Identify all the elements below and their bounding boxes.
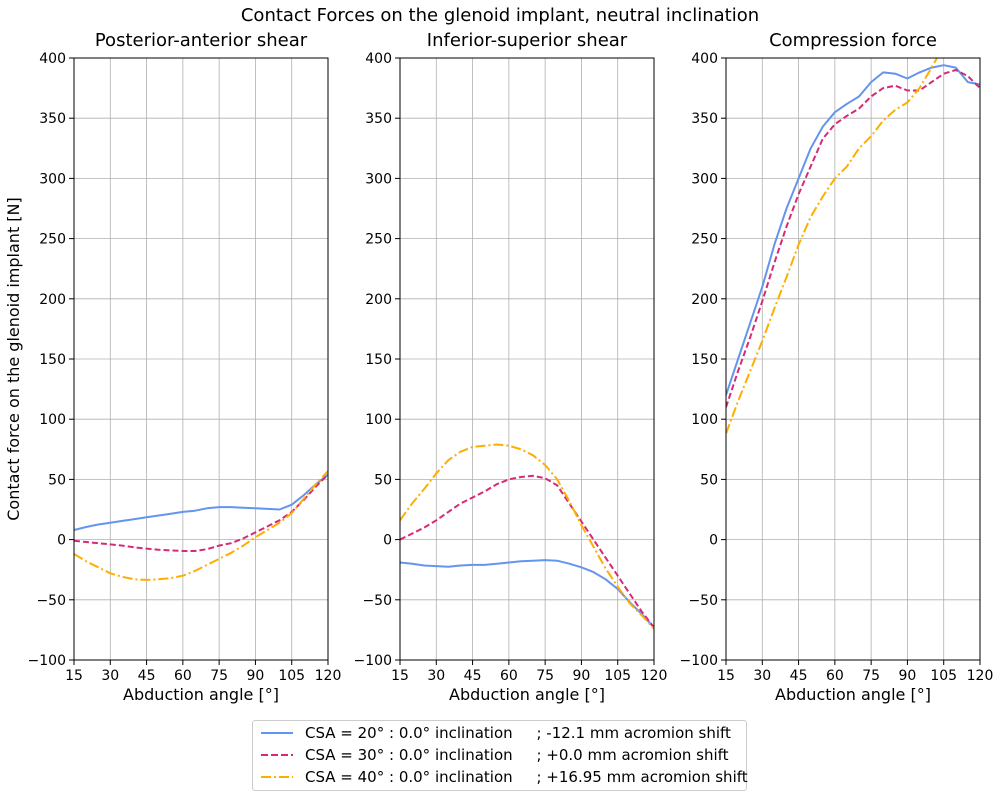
series-line-csa40 bbox=[726, 58, 939, 434]
y-tick-label: 150 bbox=[365, 352, 392, 368]
y-tick-label: 250 bbox=[39, 232, 66, 248]
x-tick-label: 90 bbox=[573, 668, 591, 684]
x-tick-label: 60 bbox=[500, 668, 518, 684]
x-axis-label: Abduction angle [°] bbox=[449, 685, 605, 704]
subplot-3: 15 30 45 60 75 90 105 120 −100 −50 0 50 100 150 200 250… bbox=[680, 30, 994, 704]
series-line-csa40 bbox=[400, 443, 654, 630]
y-tick-label: 350 bbox=[691, 111, 718, 127]
x-axis-label: Abduction angle [°] bbox=[123, 685, 279, 704]
series-line-csa30 bbox=[400, 474, 654, 629]
legend-line-icon bbox=[261, 754, 293, 756]
x-tick-label: 90 bbox=[247, 668, 265, 684]
y-tick-label: 400 bbox=[691, 51, 718, 67]
series-line-csa20 bbox=[74, 473, 328, 531]
series-line-csa30 bbox=[726, 69, 980, 408]
y-tick-label: −50 bbox=[688, 593, 718, 609]
x-tick-label: 75 bbox=[536, 668, 554, 684]
y-axis-label: Contact force on the glenoid implant [N] bbox=[4, 197, 23, 521]
y-tick-label: 100 bbox=[691, 412, 718, 428]
y-tick-label: 350 bbox=[39, 111, 66, 127]
y-tick-label: 50 bbox=[48, 472, 66, 488]
x-tick-label: 30 bbox=[427, 668, 445, 684]
legend-label: CSA = 40° : 0.0° inclination ; +16.95 mm… bbox=[305, 768, 748, 786]
x-tick-label: 15 bbox=[391, 668, 409, 684]
x-tick-label: 120 bbox=[967, 668, 994, 684]
y-tick-label: 50 bbox=[700, 472, 718, 488]
x-tick-label: 120 bbox=[315, 668, 342, 684]
x-tick-label: 75 bbox=[862, 668, 880, 684]
y-tick-label: 0 bbox=[383, 533, 392, 549]
legend-label: CSA = 30° : 0.0° inclination ; +0.0 mm a… bbox=[305, 746, 729, 764]
y-tick-label: 0 bbox=[57, 533, 66, 549]
y-tick-label: 300 bbox=[39, 171, 66, 187]
x-tick-label: 30 bbox=[101, 668, 119, 684]
x-tick-label: 45 bbox=[138, 668, 156, 684]
x-tick-label: 105 bbox=[604, 668, 631, 684]
y-tick-label: 0 bbox=[709, 533, 718, 549]
series-line-csa20 bbox=[726, 64, 980, 396]
legend: CSA = 20° : 0.0° inclination ; -12.1 mm … bbox=[252, 720, 748, 791]
subplot-2: 15 30 45 60 75 90 105 120 −100 −50 0 50 100 150 200 250… bbox=[354, 30, 668, 704]
y-tick-label: 200 bbox=[365, 292, 392, 308]
y-tick-label: 400 bbox=[39, 51, 66, 67]
legend-item-csa40: CSA = 40° : 0.0° inclination ; +16.95 mm… bbox=[261, 766, 748, 788]
y-tick-label: 300 bbox=[365, 171, 392, 187]
x-tick-label: 60 bbox=[174, 668, 192, 684]
x-tick-label: 60 bbox=[826, 668, 844, 684]
y-tick-label: 400 bbox=[365, 51, 392, 67]
y-tick-label: 100 bbox=[365, 412, 392, 428]
y-tick-label: −100 bbox=[28, 653, 66, 669]
y-tick-label: 300 bbox=[691, 171, 718, 187]
x-tick-label: 15 bbox=[717, 668, 735, 684]
legend-item-csa20: CSA = 20° : 0.0° inclination ; -12.1 mm … bbox=[261, 722, 731, 744]
x-axis-label: Abduction angle [°] bbox=[775, 685, 931, 704]
subplot-title: Inferior-superior shear bbox=[427, 30, 628, 51]
legend-line-icon bbox=[261, 776, 293, 778]
x-tick-label: 45 bbox=[790, 668, 808, 684]
y-tick-label: −50 bbox=[362, 593, 392, 609]
y-tick-label: −100 bbox=[354, 653, 392, 669]
y-tick-label: 250 bbox=[365, 232, 392, 248]
legend-item-csa30: CSA = 30° : 0.0° inclination ; +0.0 mm a… bbox=[261, 744, 729, 766]
x-tick-label: 15 bbox=[65, 668, 83, 684]
x-tick-label: 75 bbox=[210, 668, 228, 684]
y-tick-label: 150 bbox=[691, 352, 718, 368]
series-line-csa40 bbox=[74, 470, 328, 581]
x-tick-label: 45 bbox=[464, 668, 482, 684]
y-tick-label: 200 bbox=[691, 292, 718, 308]
y-tick-label: 150 bbox=[39, 352, 66, 368]
subplot-title: Compression force bbox=[769, 30, 937, 51]
series-line-csa30 bbox=[74, 473, 328, 552]
x-tick-label: 105 bbox=[930, 668, 957, 684]
y-tick-label: 50 bbox=[374, 472, 392, 488]
y-tick-label: 250 bbox=[691, 232, 718, 248]
figure-title: Contact Forces on the glenoid implant, n… bbox=[241, 5, 759, 26]
y-tick-label: 100 bbox=[39, 412, 66, 428]
y-tick-label: 200 bbox=[39, 292, 66, 308]
legend-line-icon bbox=[261, 732, 293, 734]
x-tick-label: 105 bbox=[278, 668, 305, 684]
series-line-csa20 bbox=[400, 559, 654, 629]
y-tick-label: 350 bbox=[365, 111, 392, 127]
x-tick-label: 30 bbox=[753, 668, 771, 684]
subplot-title: Posterior-anterior shear bbox=[95, 30, 308, 51]
legend-label: CSA = 20° : 0.0° inclination ; -12.1 mm … bbox=[305, 724, 731, 742]
y-tick-label: −100 bbox=[680, 653, 718, 669]
x-tick-label: 90 bbox=[899, 668, 917, 684]
x-tick-label: 120 bbox=[641, 668, 668, 684]
subplot-1: 15 30 45 60 75 90 105 120 −100 −50 0 50 100 150 200 250… bbox=[4, 30, 341, 704]
y-tick-label: −50 bbox=[36, 593, 66, 609]
